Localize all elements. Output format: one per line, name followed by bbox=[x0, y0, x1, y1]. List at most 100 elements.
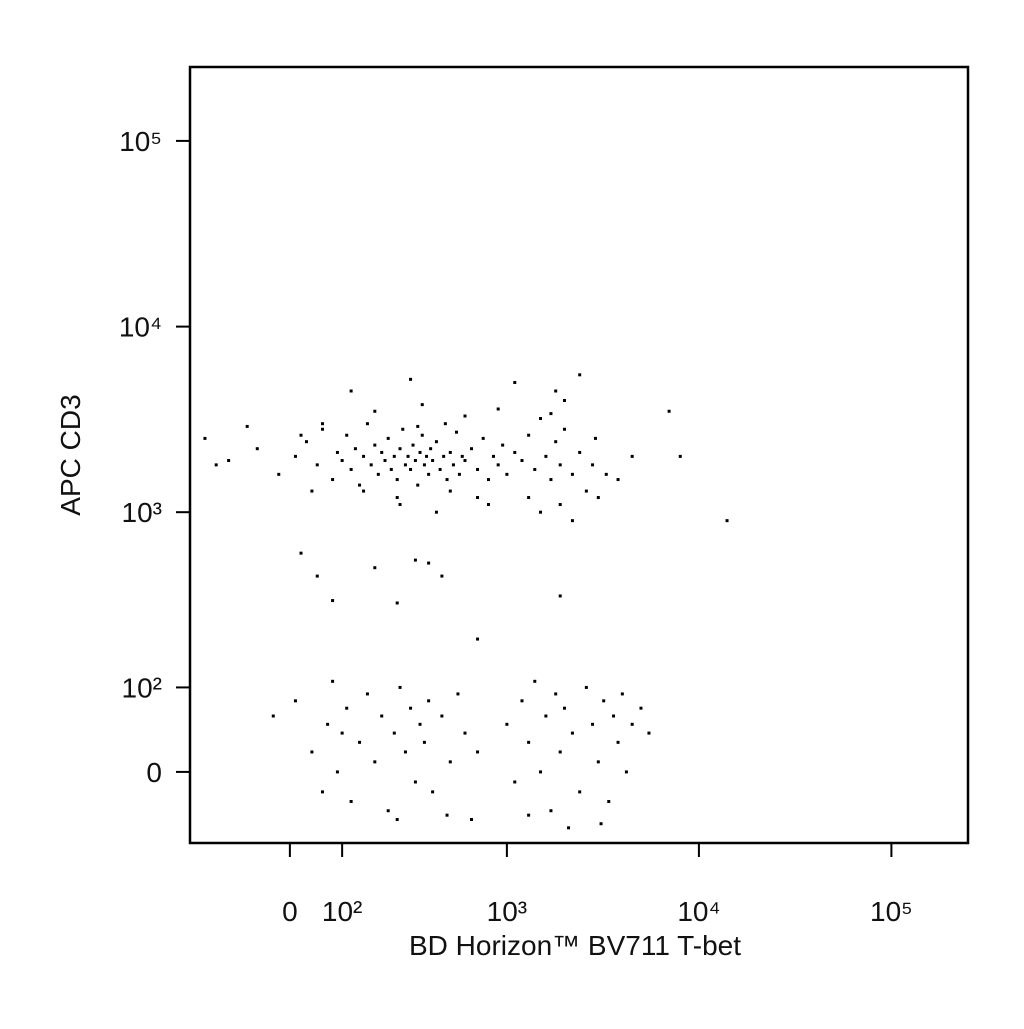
data-point bbox=[340, 459, 344, 463]
y-axis-label: APC CD3 bbox=[55, 394, 86, 515]
data-point bbox=[549, 412, 553, 416]
data-point bbox=[373, 760, 377, 764]
data-point bbox=[496, 407, 500, 411]
x-axis-label: BD Horizon™ BV711 T-bet bbox=[409, 930, 741, 961]
data-point bbox=[365, 692, 369, 696]
data-point bbox=[299, 433, 303, 437]
data-point bbox=[255, 447, 259, 451]
data-point bbox=[513, 381, 517, 385]
data-point bbox=[310, 489, 314, 493]
data-point bbox=[413, 558, 417, 562]
data-point bbox=[416, 424, 420, 428]
data-point bbox=[362, 489, 366, 493]
data-point bbox=[345, 433, 349, 437]
data-point bbox=[403, 750, 407, 754]
data-point bbox=[277, 472, 281, 476]
data-point bbox=[304, 440, 308, 444]
data-point bbox=[420, 403, 424, 407]
x-tick-label: 0 bbox=[282, 896, 298, 927]
data-point bbox=[549, 478, 553, 482]
data-point bbox=[386, 809, 390, 813]
data-point bbox=[214, 463, 218, 467]
data-point bbox=[562, 427, 566, 431]
data-point bbox=[486, 478, 490, 482]
data-point bbox=[431, 459, 435, 463]
data-point bbox=[448, 489, 452, 493]
data-point bbox=[667, 409, 671, 413]
data-point bbox=[398, 685, 402, 689]
data-point bbox=[227, 459, 231, 463]
data-point bbox=[612, 714, 616, 718]
data-point bbox=[398, 447, 402, 451]
data-point bbox=[539, 770, 543, 774]
data-point bbox=[299, 551, 303, 555]
data-point bbox=[570, 472, 574, 476]
data-point bbox=[373, 443, 377, 447]
data-point bbox=[411, 443, 415, 447]
data-point bbox=[533, 467, 537, 471]
data-point bbox=[416, 483, 420, 487]
data-point bbox=[349, 467, 353, 471]
data-point bbox=[527, 740, 531, 744]
data-point bbox=[539, 510, 543, 514]
data-point bbox=[331, 478, 335, 482]
data-point bbox=[245, 424, 249, 428]
data-point bbox=[403, 463, 407, 467]
data-point bbox=[476, 467, 480, 471]
data-point bbox=[409, 467, 413, 471]
plot-frame bbox=[188, 65, 970, 845]
data-point bbox=[505, 472, 509, 476]
data-point bbox=[418, 450, 422, 454]
data-point bbox=[558, 594, 562, 598]
data-point bbox=[558, 750, 562, 754]
y-tick-label: 10³ bbox=[122, 497, 162, 528]
data-point bbox=[539, 416, 543, 420]
x-tick-label: 10⁵ bbox=[870, 896, 913, 927]
data-point bbox=[392, 454, 396, 458]
data-point bbox=[463, 731, 467, 735]
data-point bbox=[591, 463, 595, 467]
data-point bbox=[513, 450, 517, 454]
data-point bbox=[392, 731, 396, 735]
data-point bbox=[567, 826, 571, 830]
data-point bbox=[443, 422, 447, 426]
data-point bbox=[463, 459, 467, 463]
data-point bbox=[440, 714, 444, 718]
data-point bbox=[604, 472, 608, 476]
data-point bbox=[476, 750, 480, 754]
data-point bbox=[570, 731, 574, 735]
data-point bbox=[395, 496, 399, 500]
data-point bbox=[591, 722, 595, 726]
data-point bbox=[362, 454, 366, 458]
data-point bbox=[429, 447, 433, 451]
data-point bbox=[320, 422, 324, 426]
data-point bbox=[544, 454, 548, 458]
data-point bbox=[315, 574, 319, 578]
data-point bbox=[380, 450, 384, 454]
data-point bbox=[310, 750, 314, 754]
data-point bbox=[380, 714, 384, 718]
data-point bbox=[358, 740, 362, 744]
data-point bbox=[395, 478, 399, 482]
data-point bbox=[395, 818, 399, 822]
data-point bbox=[570, 519, 574, 523]
data-point bbox=[527, 433, 531, 437]
data-point bbox=[445, 813, 449, 817]
data-point bbox=[203, 436, 207, 440]
data-point bbox=[398, 503, 402, 507]
data-point bbox=[584, 685, 588, 689]
data-point bbox=[456, 692, 460, 696]
data-point bbox=[596, 496, 600, 500]
data-point bbox=[616, 740, 620, 744]
data-point bbox=[554, 440, 558, 444]
y-tick-label: 0 bbox=[146, 757, 162, 788]
data-point bbox=[320, 790, 324, 794]
data-point bbox=[496, 463, 500, 467]
data-point bbox=[369, 463, 373, 467]
data-point bbox=[544, 714, 548, 718]
data-point bbox=[469, 818, 473, 822]
data-point bbox=[335, 770, 339, 774]
data-point bbox=[345, 706, 349, 710]
y-tick-label: 10⁴ bbox=[119, 312, 162, 343]
data-point bbox=[607, 799, 611, 803]
